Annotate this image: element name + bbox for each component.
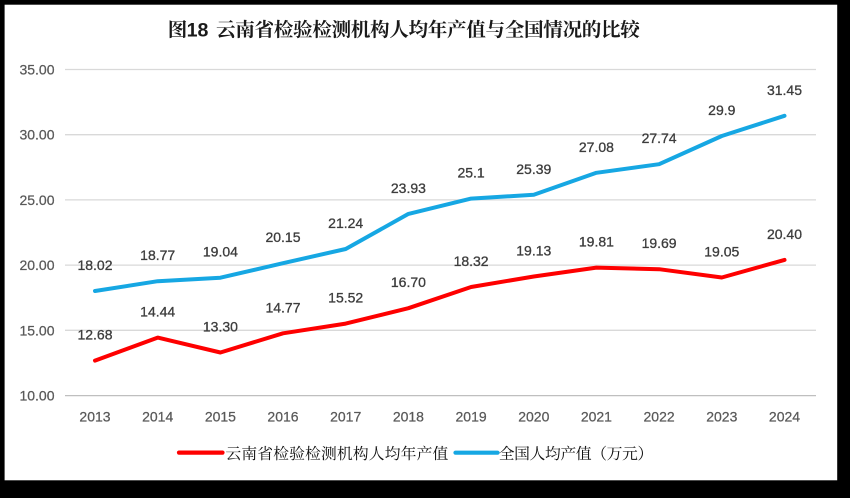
svg-text:20.15: 20.15 <box>265 229 300 245</box>
svg-text:2015: 2015 <box>205 409 236 425</box>
svg-text:2022: 2022 <box>644 409 675 425</box>
svg-text:18.77: 18.77 <box>140 247 175 263</box>
svg-text:2018: 2018 <box>393 409 424 425</box>
svg-text:27.08: 27.08 <box>579 139 614 155</box>
svg-text:25.39: 25.39 <box>516 161 551 177</box>
svg-text:19.04: 19.04 <box>203 244 238 260</box>
svg-text:20.40: 20.40 <box>767 226 802 242</box>
svg-text:2023: 2023 <box>706 409 737 425</box>
svg-text:21.24: 21.24 <box>328 215 363 231</box>
svg-text:20.00: 20.00 <box>19 257 54 273</box>
svg-text:18.32: 18.32 <box>454 253 489 269</box>
svg-text:18.02: 18.02 <box>77 257 112 273</box>
svg-text:14.44: 14.44 <box>140 304 175 320</box>
svg-text:19.05: 19.05 <box>704 244 739 260</box>
svg-text:2014: 2014 <box>142 409 173 425</box>
svg-text:10.00: 10.00 <box>19 388 54 404</box>
svg-text:2016: 2016 <box>267 409 298 425</box>
svg-text:15.52: 15.52 <box>328 290 363 306</box>
svg-text:31.45: 31.45 <box>767 82 802 98</box>
svg-text:2019: 2019 <box>456 409 487 425</box>
svg-text:19.81: 19.81 <box>579 234 614 250</box>
svg-text:27.74: 27.74 <box>642 130 677 146</box>
svg-text:12.68: 12.68 <box>77 327 112 343</box>
svg-text:19.13: 19.13 <box>516 243 551 259</box>
svg-text:2021: 2021 <box>581 409 612 425</box>
svg-text:15.00: 15.00 <box>19 322 54 338</box>
svg-text:2017: 2017 <box>330 409 361 425</box>
svg-text:16.70: 16.70 <box>391 274 426 290</box>
svg-text:13.30: 13.30 <box>203 319 238 335</box>
svg-text:18: 18 <box>187 19 209 41</box>
svg-text:25.00: 25.00 <box>19 192 54 208</box>
svg-text:30.00: 30.00 <box>19 127 54 143</box>
svg-text:2013: 2013 <box>79 409 110 425</box>
svg-text:14.77: 14.77 <box>265 299 300 315</box>
svg-text:19.69: 19.69 <box>642 235 677 251</box>
svg-text:2020: 2020 <box>518 409 549 425</box>
svg-text:23.93: 23.93 <box>391 180 426 196</box>
svg-text:25.1: 25.1 <box>457 165 484 181</box>
svg-text:35.00: 35.00 <box>19 62 54 78</box>
svg-text:2024: 2024 <box>769 409 800 425</box>
svg-text:29.9: 29.9 <box>708 102 735 118</box>
